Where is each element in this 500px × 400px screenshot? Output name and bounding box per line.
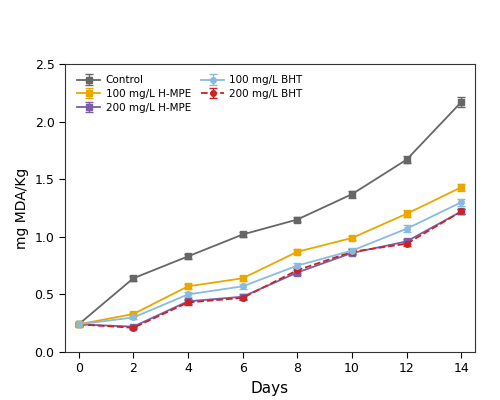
Legend: Control, 100 mg/L H-MPE, 200 mg/L H-MPE, 100 mg/L BHT, 200 mg/L BHT: Control, 100 mg/L H-MPE, 200 mg/L H-MPE,… bbox=[74, 72, 306, 116]
Y-axis label: mg MDA/Kg: mg MDA/Kg bbox=[15, 167, 29, 249]
X-axis label: Days: Days bbox=[251, 381, 289, 396]
